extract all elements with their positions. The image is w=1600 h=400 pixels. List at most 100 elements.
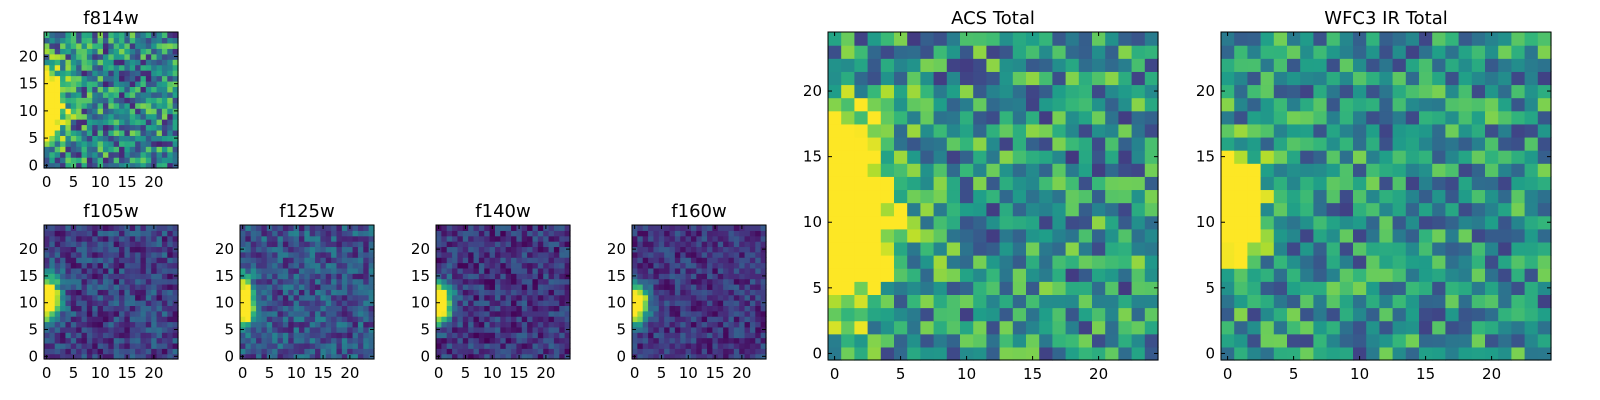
heatmap-cell: [553, 278, 560, 285]
heatmap-cell: [707, 246, 713, 253]
heatmap-cell: [1144, 97, 1159, 112]
heatmap-cell: [920, 71, 935, 86]
heatmap-cell: [347, 337, 354, 344]
heatmap-cell: [135, 342, 142, 349]
heatmap-cell: [320, 289, 327, 296]
heatmap-cell: [76, 321, 83, 328]
heatmap-cell: [749, 316, 756, 323]
heatmap-cell: [256, 230, 263, 237]
heatmap-cell: [151, 80, 158, 87]
heatmap-cell: [250, 267, 257, 274]
heatmap-cell: [81, 140, 88, 147]
heatmap-cell: [266, 326, 273, 333]
heatmap-cell: [1458, 84, 1473, 99]
heatmap-cell: [102, 267, 109, 274]
heatmap-cell: [484, 235, 491, 242]
heatmap-cell: [102, 257, 109, 264]
heatmap-cell: [145, 273, 152, 280]
heatmap-cell: [1026, 294, 1040, 309]
heatmap-cell: [441, 353, 448, 360]
heatmap-cell: [92, 70, 99, 77]
heatmap-cell: [1026, 189, 1040, 204]
heatmap-cell: [86, 70, 93, 77]
heatmap-cell: [478, 305, 485, 312]
heatmap-cell: [559, 278, 566, 285]
heatmap-cell: [452, 278, 459, 285]
heatmap-cell: [1026, 58, 1040, 72]
heatmap-cell: [60, 300, 67, 306]
heatmap-cell: [468, 257, 475, 264]
heatmap-cell: [172, 64, 179, 71]
heatmap-cell: [161, 267, 168, 274]
heatmap-cell: [97, 289, 104, 296]
heatmap-cell: [946, 241, 961, 256]
heatmap-cell: [1052, 268, 1067, 282]
heatmap-cell: [1078, 32, 1093, 46]
heatmap-cell: [986, 333, 1001, 348]
heatmap-cell: [880, 97, 895, 112]
heatmap-cell: [527, 305, 534, 312]
heatmap-cell: [739, 321, 746, 328]
heatmap-cell: [102, 342, 109, 349]
heatmap-cell: [489, 321, 496, 328]
heatmap-cell: [441, 267, 448, 274]
heatmap-cell: [1300, 32, 1314, 46]
heatmap-cell: [113, 251, 120, 258]
heatmap-cell: [347, 251, 354, 258]
heatmap-cell: [1300, 228, 1314, 243]
heatmap-cell: [1537, 58, 1552, 72]
heatmap-cell: [1131, 32, 1146, 46]
heatmap-cell: [140, 332, 147, 339]
heatmap-cell: [664, 353, 671, 360]
x-tick-label: 10: [679, 364, 698, 382]
heatmap-cell: [1445, 281, 1460, 295]
heatmap-cell: [532, 289, 539, 296]
heatmap-cell: [250, 257, 257, 264]
heatmap-cell: [553, 257, 560, 264]
heatmap-cell: [60, 53, 67, 60]
heatmap-cell: [140, 305, 147, 312]
heatmap-cell: [325, 305, 332, 312]
heatmap-cell: [543, 235, 550, 242]
heatmap-cell: [658, 241, 665, 248]
heatmap-cell: [124, 246, 131, 253]
heatmap-cell: [500, 251, 507, 258]
heatmap-cell: [161, 64, 168, 71]
heatmap-cell: [653, 321, 660, 328]
heatmap-cell: [352, 321, 359, 328]
heatmap-cell: [690, 262, 697, 269]
heatmap-cell: [156, 113, 163, 120]
heatmap-cell: [701, 251, 708, 258]
heatmap-cell: [1339, 71, 1354, 86]
heatmap-cell: [653, 235, 660, 242]
heatmap-cell: [357, 342, 364, 349]
heatmap-cell: [1471, 189, 1486, 204]
heatmap-cell: [1313, 45, 1328, 59]
heatmap-cell: [867, 58, 882, 72]
heatmap-cell: [1105, 163, 1119, 177]
heatmap-cell: [1105, 228, 1119, 243]
heatmap-cell: [867, 268, 882, 282]
heatmap-cell: [352, 310, 359, 317]
heatmap-cell: [357, 262, 364, 269]
heatmap-cell: [986, 307, 1001, 322]
heatmap-cell: [1273, 189, 1288, 204]
heatmap-cell: [60, 321, 67, 328]
heatmap-cell: [478, 316, 485, 323]
heatmap-cell: [1221, 123, 1235, 138]
heatmap-cell: [739, 300, 746, 306]
x-tick-label: 0: [1223, 365, 1233, 383]
heatmap-cell: [331, 257, 338, 264]
heatmap-cell: [70, 48, 77, 55]
heatmap-cell: [717, 241, 724, 248]
heatmap-cell: [1065, 255, 1080, 269]
heatmap-cell: [436, 321, 442, 328]
heatmap-cell: [532, 348, 539, 355]
heatmap-cell: [172, 348, 179, 355]
heatmap-cell: [352, 337, 359, 344]
heatmap-cell: [739, 348, 746, 355]
heatmap-cell: [1078, 241, 1093, 256]
heatmap-cell: [167, 348, 174, 355]
heatmap-cell: [744, 310, 751, 317]
heatmap-cell: [167, 332, 174, 339]
